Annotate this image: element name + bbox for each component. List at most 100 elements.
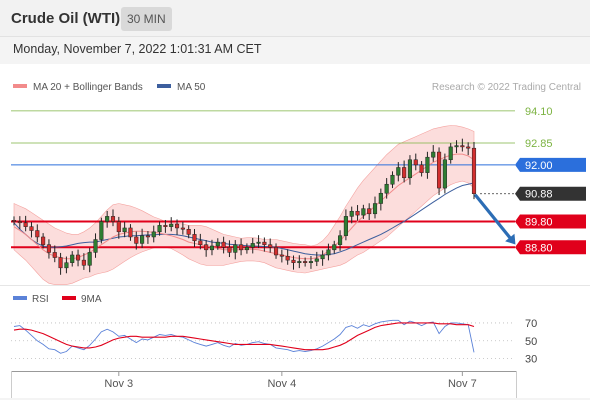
candle bbox=[233, 244, 238, 253]
rsi-ma-line bbox=[13, 322, 475, 351]
ma20-line bbox=[13, 153, 475, 260]
candle bbox=[221, 241, 226, 248]
candle bbox=[355, 210, 360, 216]
candle bbox=[209, 245, 215, 251]
level-tag-89.80 bbox=[515, 214, 586, 229]
timeframe-badge[interactable]: 30 MIN bbox=[121, 7, 172, 31]
rsi-level-label-70: 70 bbox=[525, 318, 537, 330]
rsi-panel-background bbox=[0, 286, 590, 398]
candle bbox=[41, 236, 46, 245]
candle bbox=[303, 261, 308, 263]
candle bbox=[314, 258, 319, 262]
candle bbox=[407, 159, 413, 179]
candle bbox=[99, 221, 104, 240]
candle bbox=[35, 230, 40, 238]
candle bbox=[291, 259, 296, 263]
candle bbox=[437, 151, 442, 189]
legend-swatch-ma20 bbox=[13, 84, 27, 88]
candle bbox=[140, 235, 145, 244]
candle bbox=[384, 183, 389, 194]
rsi-legend-swatch-rsi bbox=[13, 296, 27, 300]
candle bbox=[431, 151, 436, 158]
header-bar: Crude Oil (WTI) 30 MIN bbox=[0, 0, 590, 37]
candle bbox=[23, 222, 28, 227]
candle bbox=[471, 147, 477, 194]
candle bbox=[239, 244, 244, 251]
candle bbox=[215, 241, 220, 247]
candle bbox=[268, 244, 273, 248]
level-tag-88.80 bbox=[515, 240, 586, 255]
candle bbox=[361, 208, 366, 216]
level-tag-92.00 bbox=[515, 157, 586, 172]
candle bbox=[169, 223, 174, 227]
rsi-legend-label: RSI bbox=[32, 294, 49, 305]
level-tag-90.88 bbox=[515, 186, 586, 201]
candle bbox=[466, 146, 471, 149]
rsi-legend-swatch-ma bbox=[62, 296, 76, 300]
candle bbox=[250, 243, 255, 248]
candle bbox=[262, 241, 267, 245]
level-label-92.00: 92.00 bbox=[525, 160, 553, 172]
candle bbox=[285, 256, 290, 261]
candle bbox=[46, 244, 51, 253]
candle bbox=[332, 244, 337, 251]
candle bbox=[419, 164, 424, 173]
timestamp: Monday, November 7, 2022 1:01:31 AM CET bbox=[13, 42, 262, 56]
candle bbox=[390, 174, 395, 185]
candle bbox=[192, 234, 197, 242]
candle bbox=[204, 244, 209, 251]
candle bbox=[70, 254, 75, 263]
candle bbox=[122, 227, 127, 233]
level-label-88.80: 88.80 bbox=[525, 242, 553, 254]
candle bbox=[58, 257, 63, 269]
candle bbox=[93, 239, 98, 253]
candle bbox=[11, 219, 17, 222]
x-tick-label: Nov 7 bbox=[448, 378, 477, 390]
candle bbox=[198, 240, 203, 245]
candle bbox=[227, 247, 232, 253]
legend-label: MA 20 + Bollinger Bands bbox=[33, 82, 143, 93]
candle bbox=[151, 231, 156, 238]
candle bbox=[297, 261, 302, 263]
candle bbox=[442, 159, 447, 189]
candle bbox=[128, 227, 133, 238]
candle bbox=[186, 228, 191, 235]
rsi-level-label-30: 30 bbox=[525, 354, 537, 366]
instrument-title: Crude Oil (WTI) bbox=[11, 10, 121, 27]
x-tick-label: Nov 3 bbox=[104, 378, 133, 390]
forecast-arrowhead bbox=[505, 233, 516, 245]
candle bbox=[396, 167, 401, 176]
candle bbox=[460, 145, 465, 148]
candle bbox=[157, 225, 162, 233]
candle bbox=[279, 254, 284, 257]
candle bbox=[378, 192, 383, 204]
candle bbox=[87, 252, 92, 266]
candle bbox=[64, 262, 69, 269]
candle bbox=[105, 216, 110, 222]
candle bbox=[308, 261, 314, 263]
candle bbox=[52, 252, 57, 258]
candle bbox=[448, 146, 453, 161]
candle bbox=[75, 254, 81, 261]
level-label-94.10: 94.10 bbox=[525, 106, 553, 118]
candle bbox=[256, 241, 261, 244]
candle bbox=[372, 203, 378, 215]
ma50-line bbox=[13, 182, 475, 256]
rsi-legend-label: 9MA bbox=[81, 294, 102, 305]
candle bbox=[367, 208, 372, 215]
candle bbox=[454, 145, 459, 148]
candle bbox=[320, 254, 325, 260]
candle bbox=[425, 156, 430, 173]
candle bbox=[174, 223, 180, 229]
candle bbox=[273, 247, 279, 256]
candle bbox=[402, 167, 407, 179]
candle bbox=[343, 216, 348, 236]
candle bbox=[244, 247, 249, 251]
candle bbox=[145, 235, 150, 238]
legend-swatch-ma50 bbox=[157, 84, 171, 88]
legend-label: MA 50 bbox=[177, 82, 206, 93]
forecast-arrow bbox=[474, 194, 515, 243]
candle bbox=[81, 259, 86, 266]
candle bbox=[413, 159, 418, 166]
